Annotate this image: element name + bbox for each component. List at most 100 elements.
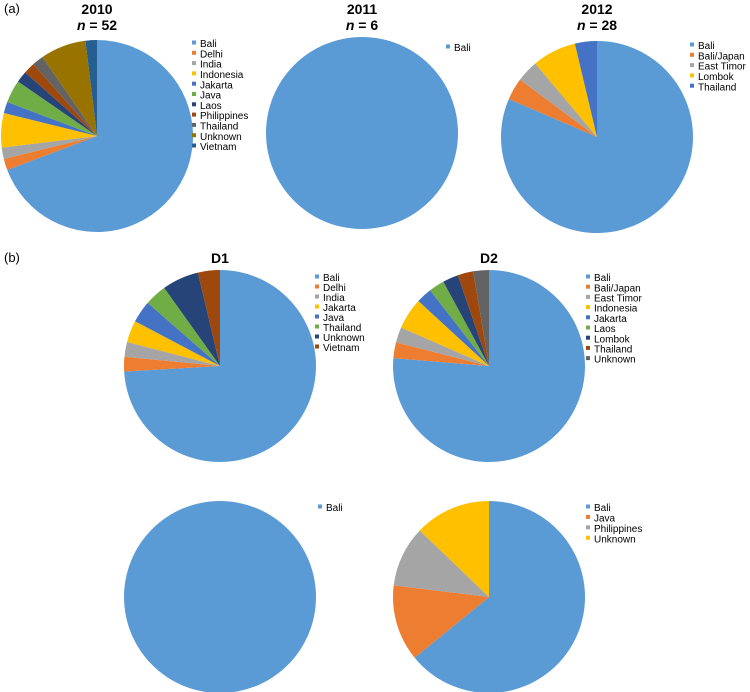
chart-title: D2 [480,250,498,266]
legend-swatch-unknown [315,334,319,339]
pie-slice-jakarta [127,321,220,366]
legend-label-java: Java [323,313,345,324]
pie-slice-lombok [443,275,489,366]
legend-label-lombok: Lombok [698,72,735,83]
pie-slice-unknown [419,501,489,597]
legend-swatch-bali [690,42,694,47]
legend-swatch-delhi [192,50,196,55]
pie-slice-east-timor [395,327,489,366]
pie-slice-thailand [147,287,220,366]
pie-slice-vietnam [85,40,97,136]
pie-slice-java [393,585,489,658]
legend-swatch-lombok [586,335,590,340]
chart-title: 2011 [347,1,378,17]
pie-slice-philippines [393,530,489,597]
pie-slice-bali [501,40,694,234]
chart-subtitle: n = 28 [577,17,617,33]
legend-label-bali: Bali [200,39,217,50]
legend-label-jakarta: Jakarta [594,314,627,325]
legend-swatch-bali [586,504,590,509]
legend-swatch-philippines [586,525,590,530]
legend-label-lombok: Lombok [594,334,631,345]
legend-label-unknown: Unknown [594,355,636,366]
legend-label-java: Java [594,514,616,525]
pie-slice-bali [124,501,316,692]
legend-label-thailand: Thailand [594,345,632,356]
pie-slice-jakarta [3,101,97,136]
legend-label-vietnam: Vietnam [200,142,237,153]
legend-label-bali: Bali [326,503,343,514]
legend-swatch-bali [315,274,319,279]
pie-slice-bali [393,270,586,462]
legend-swatch-indonesia [586,305,590,310]
pie-slice-east-timor [520,63,597,137]
legend-label-laos: Laos [200,101,222,112]
pie-slice-laos [17,72,98,136]
legend-swatch-java [315,314,319,319]
legend-label-laos: Laos [594,324,616,335]
legend-swatch-india [192,61,196,66]
legend-swatch-java [586,514,590,519]
pie-slice-delhi [123,356,220,372]
legend-label-india: India [323,293,345,304]
pie-slice-india [1,136,98,159]
legend-swatch-vietnam [315,344,319,349]
legend-swatch-lombok [690,73,694,78]
legend-label-java: Java [200,91,222,102]
legend-swatch-unknown [586,535,590,540]
legend-swatch-java [192,92,196,96]
legend-swatch-bali [446,44,450,49]
pie-slice-delhi [3,136,97,171]
pie-slice-laos [430,281,489,366]
legend-label-indonesia: Indonesia [594,304,638,315]
pie-slice-philippines [25,64,97,136]
legend-label-unknown: Unknown [323,333,365,344]
pie-chart-d1: D1 BaliDelhiIndiaJakartaJavaThailandUnkno… [123,250,365,462]
legend-swatch-bali [192,40,196,45]
legend-swatch-delhi [315,284,319,289]
legend-swatch-bali-japan [690,52,694,57]
pie-slice-bali-japan [393,342,489,366]
legend-label-thailand: Thailand [698,82,736,93]
pie-chart-d3: D3Bali [124,501,343,692]
chart-title: 2012 [581,1,612,17]
pie-slice-bali [7,40,194,232]
legend-label-unknown: Unknown [200,132,242,143]
legend-label-delhi: Delhi [323,283,346,294]
legend-swatch-laos [586,325,590,330]
legend-label-east-timor: East Timor [594,294,642,305]
legend-swatch-vietnam [192,143,196,148]
chart-subtitle: n = 6 [346,17,379,33]
legend-label-indonesia: Indonesia [200,70,244,81]
pie-slice-bali [266,37,458,229]
legend-swatch-bali [586,274,590,279]
legend-label-bali: Bali [454,43,471,54]
legend-label-bali: Bali [323,273,340,284]
pie-slice-thailand [574,41,597,137]
pie-slice-jakarta [418,290,489,366]
panel-label-a: (a) [4,1,20,16]
pie-slice-india [124,342,220,366]
pie-slice-indonesia [401,300,489,366]
pie-slice-unknown [473,270,489,366]
legend-label-bali: Bali [698,41,715,52]
legend-label-jakarta: Jakarta [323,303,356,314]
legend-label-thailand: Thailand [200,122,238,133]
legend-swatch-philippines [192,112,196,117]
legend-swatch-indonesia [192,71,196,76]
legend-swatch-laos [192,102,196,107]
legend-label-philippines: Philippines [594,524,642,535]
pie-slice-bali [414,501,585,692]
legend-label-bali: Bali [594,273,611,284]
legend-swatch-jakarta [586,315,590,320]
legend-label-bali: Bali [594,503,611,514]
pie-slice-bali [124,270,316,462]
legend-label-bali-japan: Bali/Japan [594,283,641,294]
legend-swatch-thailand [586,345,590,350]
chart-subtitle: n = 52 [77,17,117,33]
